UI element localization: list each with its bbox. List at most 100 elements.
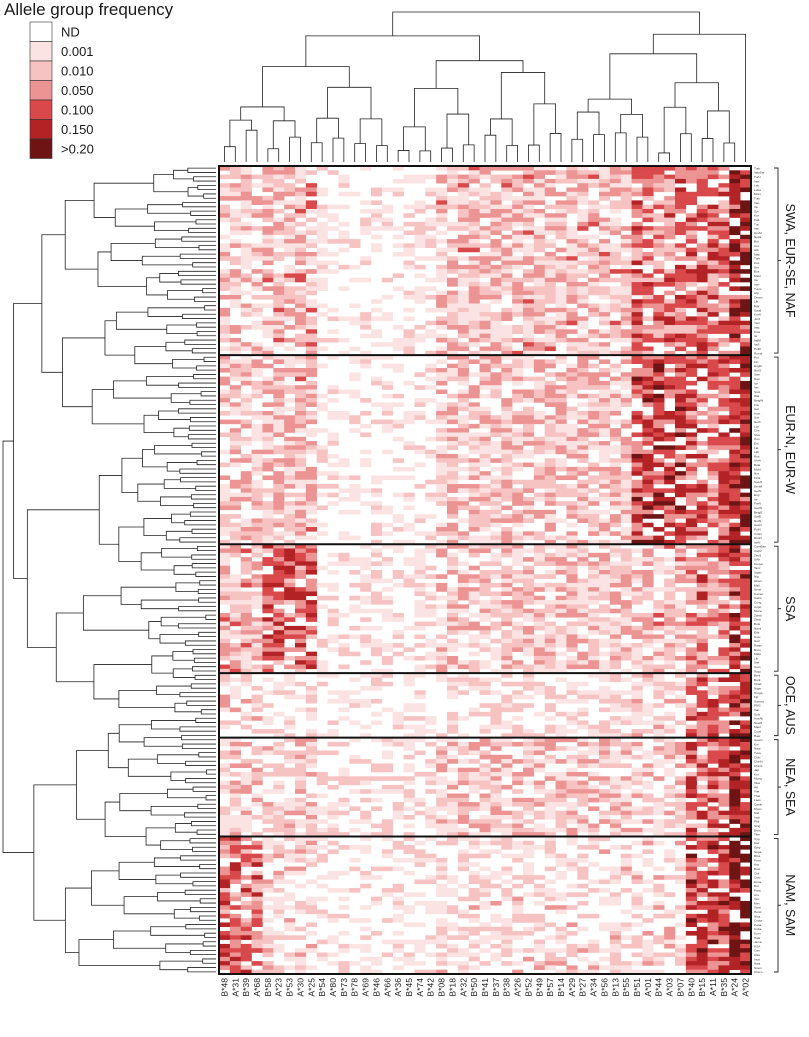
heatmap-cell (729, 763, 741, 768)
heatmap-cell (555, 772, 567, 777)
heatmap-cell (468, 402, 480, 407)
heatmap-cell (740, 763, 752, 768)
heatmap-cell (555, 385, 567, 390)
heatmap-cell (360, 574, 372, 579)
heatmap-cell (685, 419, 698, 425)
heatmap-cell (599, 273, 611, 279)
heatmap-cell (599, 776, 611, 781)
heatmap-cell (414, 694, 426, 700)
heatmap-cell (707, 393, 719, 399)
heatmap-cell (577, 471, 589, 476)
heatmap-cell (642, 561, 654, 566)
heatmap-cell (740, 286, 752, 291)
heatmap-cell (653, 264, 665, 270)
heatmap-cell (284, 419, 296, 425)
heatmap-cell (447, 720, 459, 726)
heatmap-cell (653, 677, 665, 683)
dendrogram-branch (115, 311, 167, 330)
heatmap-cell (295, 410, 307, 416)
heatmap-cell (457, 217, 470, 223)
heatmap-cell (675, 432, 687, 438)
heatmap-cell (653, 565, 665, 571)
heatmap-cell (642, 217, 654, 223)
heatmap-cell (403, 178, 415, 184)
heatmap-cell (479, 591, 491, 597)
heatmap-cell (664, 337, 676, 343)
heatmap-cell (533, 484, 546, 489)
heatmap-cell (295, 174, 307, 180)
heatmap-cell (523, 479, 535, 485)
heatmap-cell (631, 557, 643, 562)
heatmap-cell (436, 187, 448, 193)
heatmap-cell (642, 587, 654, 592)
heatmap-cell (240, 273, 252, 279)
heatmap-cell (588, 355, 600, 360)
heatmap-cell (501, 733, 513, 738)
heatmap-cell (392, 544, 404, 549)
heatmap-cell (468, 565, 480, 571)
heatmap-cell (631, 269, 643, 274)
heatmap-cell (414, 200, 426, 205)
heatmap-cell (240, 393, 252, 399)
heatmap-cell (468, 342, 480, 347)
heatmap-cell (479, 264, 491, 270)
heatmap-cell (251, 578, 263, 584)
heatmap-cell (251, 643, 263, 648)
heatmap-cell (305, 698, 318, 704)
heatmap-cell (273, 763, 285, 768)
heatmap-cell (609, 621, 622, 627)
heatmap-cell (620, 312, 632, 317)
heatmap-cell (360, 617, 372, 622)
heatmap-cell (240, 630, 252, 635)
dendrogram-branch (189, 838, 216, 844)
heatmap-cell (436, 501, 448, 506)
heatmap-cell (447, 337, 459, 343)
heatmap-cell (490, 716, 502, 721)
dendrogram-branch (167, 788, 207, 799)
heatmap-cell (544, 630, 556, 635)
heatmap-cell (664, 557, 676, 562)
heatmap-cell (436, 415, 448, 420)
heatmap-cell (457, 346, 470, 352)
heatmap-cell (555, 501, 567, 506)
heatmap-cell (599, 449, 611, 455)
heatmap-cell (729, 570, 741, 575)
heatmap-cell (468, 664, 480, 670)
heatmap-cell (653, 488, 665, 493)
heatmap-cell (479, 303, 491, 309)
heatmap-cell (251, 729, 263, 734)
heatmap-cell (544, 191, 556, 197)
heatmap-cell (631, 320, 643, 326)
heatmap-cell (262, 587, 274, 592)
heatmap-cell (620, 166, 632, 171)
heatmap-cell (262, 303, 274, 309)
heatmap-cell (588, 772, 600, 777)
heatmap-cell (305, 754, 318, 760)
heatmap-cell (642, 359, 654, 364)
heatmap-cell (523, 398, 535, 403)
heatmap-cell (588, 496, 600, 502)
heatmap-cell (392, 643, 404, 648)
heatmap-cell (501, 226, 513, 231)
heatmap-cell (305, 325, 318, 330)
heatmap-cell (240, 780, 252, 786)
heatmap-cell (685, 333, 698, 339)
heatmap-cell (631, 776, 643, 781)
heatmap-cell (468, 174, 480, 180)
heatmap-cell (360, 759, 372, 764)
heatmap-cell (609, 514, 622, 519)
heatmap-cell (685, 475, 698, 481)
heatmap-cell (609, 737, 622, 743)
heatmap-cell (685, 196, 698, 201)
heatmap-cell (468, 312, 480, 317)
heatmap-cell (533, 282, 546, 287)
heatmap-cell (620, 187, 632, 193)
heatmap-cell (675, 600, 687, 605)
heatmap-cell (479, 724, 491, 730)
heatmap-cell (664, 746, 676, 751)
heatmap-cell (229, 578, 242, 584)
heatmap-cell (262, 170, 274, 175)
heatmap-cell (457, 505, 470, 511)
heatmap-cell (284, 445, 296, 450)
heatmap-cell (381, 767, 394, 773)
